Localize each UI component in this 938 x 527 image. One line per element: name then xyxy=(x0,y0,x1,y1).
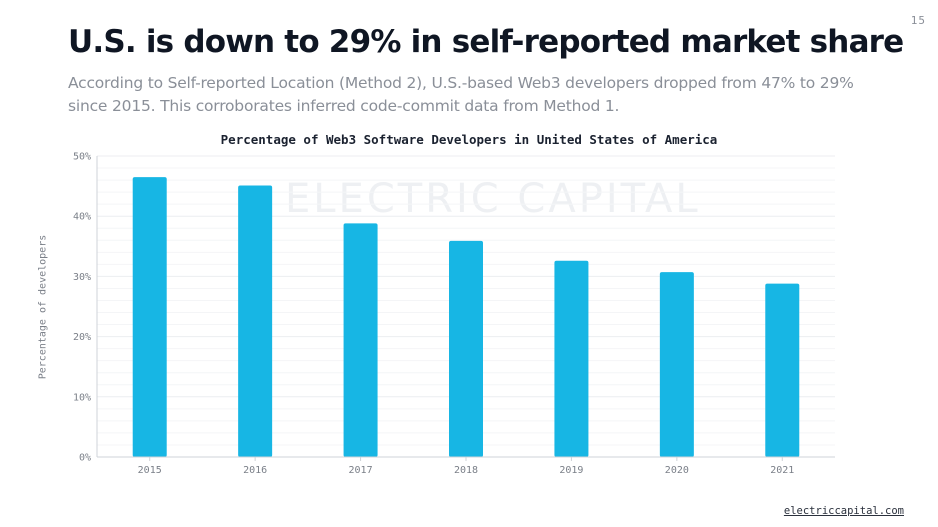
y-tick-label: 40% xyxy=(73,212,91,223)
watermark-logo: ELECTRIC CAPITAL xyxy=(285,176,701,222)
bar-2018 xyxy=(449,240,483,457)
bar-2021 xyxy=(765,283,800,457)
chart-title: Percentage of Web3 Software Developers i… xyxy=(220,132,718,147)
bar-2017 xyxy=(343,223,378,457)
bar-2016 xyxy=(238,185,273,458)
bar-2020 xyxy=(659,272,694,457)
x-tick-label: 2016 xyxy=(243,465,267,476)
bar-2015 xyxy=(132,177,167,457)
bar-2019 xyxy=(554,260,589,457)
x-tick-label: 2015 xyxy=(138,465,162,476)
x-tick-label: 2019 xyxy=(559,465,583,476)
y-tick-label: 50% xyxy=(73,152,91,163)
y-tick-label: 20% xyxy=(73,332,91,343)
x-tick-label: 2021 xyxy=(770,465,794,476)
x-tick-label: 2017 xyxy=(349,465,373,476)
x-tick-label: 2018 xyxy=(454,465,478,476)
footer-link[interactable]: electriccapital.com xyxy=(783,505,904,517)
x-tick-label: 2020 xyxy=(665,465,689,476)
page-number: 15 xyxy=(910,14,926,27)
y-tick-label: 0% xyxy=(79,453,91,464)
y-tick-label: 10% xyxy=(73,392,91,403)
page-title: U.S. is down to 29% in self-reported mar… xyxy=(68,24,904,60)
y-tick-label: 30% xyxy=(73,272,91,283)
page-subtitle: According to Self-reported Location (Met… xyxy=(68,74,854,115)
